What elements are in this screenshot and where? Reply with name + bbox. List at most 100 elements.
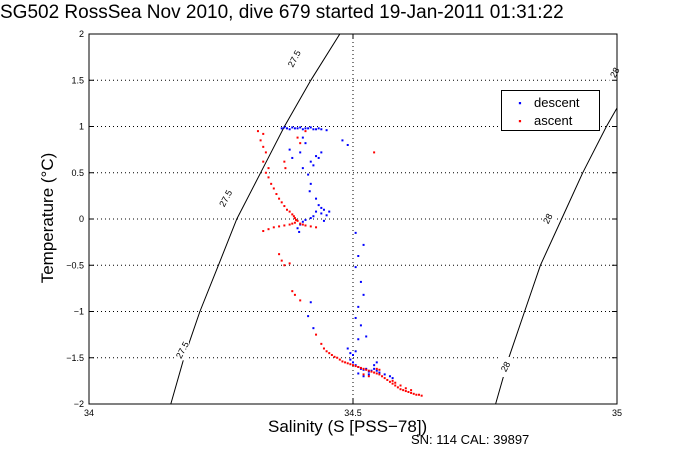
data-point-ascent [299, 222, 302, 225]
data-point-descent [375, 369, 378, 372]
data-point-descent [346, 144, 349, 146]
data-point-ascent [264, 171, 267, 174]
data-point-descent [307, 173, 310, 176]
data-point-ascent [378, 368, 381, 371]
data-point-descent [301, 167, 304, 170]
data-point-ascent [399, 384, 402, 387]
data-point-descent [362, 243, 365, 246]
data-point-descent [286, 127, 288, 130]
data-point-ascent [272, 187, 275, 190]
data-point-descent [357, 255, 360, 257]
data-point-descent [317, 156, 320, 159]
data-point-descent [309, 182, 312, 185]
data-point-ascent [280, 259, 283, 262]
y-tick-label: 1 [79, 122, 84, 132]
data-point-ascent [301, 223, 304, 226]
chart-title: SG502 RossSea Nov 2010, dive 679 started… [0, 2, 564, 23]
data-point-descent [359, 280, 362, 283]
data-point-descent [308, 190, 311, 193]
data-point-descent [291, 156, 294, 159]
data-point-ascent [373, 371, 376, 374]
data-point-descent [304, 218, 307, 221]
data-point-ascent [284, 167, 287, 170]
data-point-descent [301, 128, 304, 131]
data-point-descent [312, 327, 315, 330]
data-point-descent [375, 361, 378, 364]
data-point-ascent [330, 353, 333, 356]
data-point-ascent [402, 389, 405, 392]
data-point-descent [296, 127, 299, 130]
data-point-ascent [399, 388, 402, 391]
data-point-ascent [418, 393, 420, 396]
data-point-ascent [412, 392, 415, 395]
data-point-descent [320, 128, 323, 131]
data-point-descent [357, 372, 360, 375]
data-point-descent [312, 164, 315, 167]
data-point-descent [373, 364, 376, 367]
isopycnal-label-bg [288, 48, 301, 69]
y-tick-label: −0.5 [66, 260, 84, 270]
isopycnal-label-bg [220, 188, 233, 209]
x-tick-label: 34 [84, 408, 94, 418]
data-point-ascent [381, 375, 384, 378]
data-point-ascent [296, 136, 299, 139]
data-point-descent [352, 361, 354, 364]
data-point-ascent [341, 360, 344, 363]
data-point-ascent [370, 370, 373, 373]
data-point-ascent [365, 368, 368, 371]
y-tick-label: −1 [74, 307, 84, 317]
data-point-ascent [275, 193, 278, 196]
data-point-descent [354, 266, 357, 269]
data-point-ascent [404, 390, 407, 393]
data-point-ascent [264, 151, 267, 154]
data-point-descent [315, 210, 318, 213]
data-point-ascent [262, 145, 265, 148]
data-point-descent [288, 148, 291, 151]
data-point-descent [309, 160, 312, 163]
data-point-descent [322, 219, 325, 222]
legend-label-descent: descent [534, 95, 580, 111]
isopycnal-label: 28 [541, 212, 555, 226]
data-point-ascent [394, 384, 397, 387]
data-point-ascent [259, 139, 262, 142]
data-point-ascent [299, 299, 302, 302]
data-point-ascent [262, 230, 265, 233]
data-point-ascent [304, 130, 307, 133]
data-point-ascent [262, 160, 265, 163]
data-point-ascent [291, 290, 294, 293]
data-point-descent [315, 197, 318, 200]
data-point-ascent [383, 377, 386, 380]
data-point-ascent [315, 333, 318, 336]
data-point-ascent [292, 215, 295, 218]
isopycnal-label: 28 [499, 360, 513, 374]
data-point-ascent [333, 355, 336, 358]
legend-marker-descent: ▪ [518, 97, 522, 108]
y-tick-label: 2 [79, 29, 84, 39]
data-point-ascent [267, 228, 270, 231]
isopycnal-label-bg [176, 340, 189, 361]
data-point-descent [315, 155, 318, 158]
data-point-descent [293, 127, 296, 130]
data-point-ascent [293, 293, 296, 296]
data-point-descent [307, 315, 310, 318]
data-point-ascent [315, 226, 318, 229]
data-point-ascent [288, 223, 291, 226]
data-point-descent [307, 127, 310, 130]
data-point-ascent [362, 367, 365, 370]
data-point-ascent [338, 358, 341, 361]
legend: ▪ descent ▪ ascent [501, 90, 600, 131]
data-point-descent [322, 208, 325, 211]
legend-label-ascent: ascent [534, 113, 573, 129]
data-point-ascent [294, 218, 297, 221]
data-point-descent [328, 210, 331, 213]
data-point-descent [298, 230, 301, 233]
data-point-descent [309, 301, 312, 304]
data-point-ascent [362, 373, 365, 376]
data-point-ascent [267, 176, 270, 179]
x-tick-label: 34.5 [344, 408, 362, 418]
data-point-descent [320, 206, 323, 209]
legend-marker-ascent: ▪ [518, 115, 522, 126]
data-point-descent [325, 129, 328, 132]
y-tick-label: −2 [74, 399, 84, 409]
data-point-ascent [344, 361, 347, 364]
